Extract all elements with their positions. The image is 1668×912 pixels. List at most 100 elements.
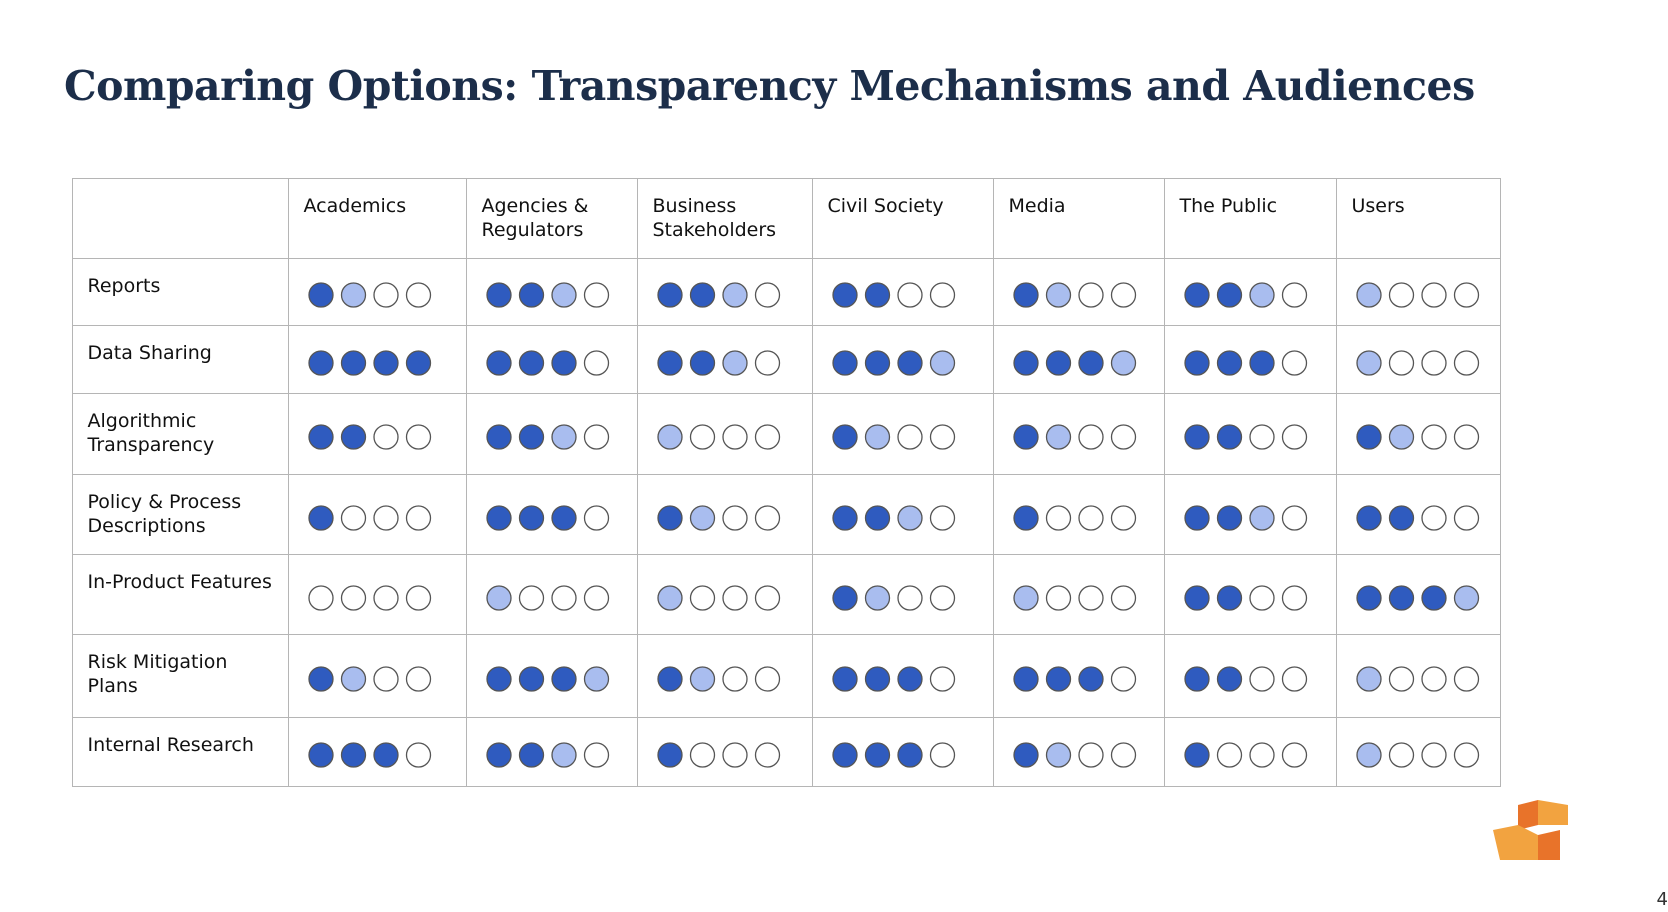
- rating-dot: [896, 282, 923, 308]
- rating-dot: [1077, 584, 1104, 611]
- table-cell: [1335, 633, 1501, 718]
- column-header: Media: [1008, 194, 1066, 217]
- rating-dot: [1388, 424, 1414, 450]
- rating-dot: [689, 742, 715, 768]
- rating-dot: [1110, 742, 1136, 768]
- rating-dot: [583, 584, 609, 611]
- rating: [1012, 349, 1136, 376]
- rating: [831, 742, 955, 768]
- rating: [307, 504, 431, 531]
- table-cell: [1335, 392, 1501, 475]
- rating: [1355, 666, 1479, 692]
- rating-dot: [518, 666, 544, 692]
- rating: [1183, 349, 1307, 376]
- rating: [656, 282, 780, 308]
- rating-dot: [1110, 349, 1136, 376]
- rating-dot: [1012, 742, 1039, 768]
- rating: [485, 504, 609, 531]
- rating: [1012, 666, 1136, 692]
- rating-dot: [405, 666, 431, 692]
- rating-dot: [1183, 282, 1210, 308]
- rating-dot: [372, 282, 399, 308]
- table-cell: [1163, 553, 1337, 635]
- rating-dot: [583, 349, 609, 376]
- rating-dot: [340, 504, 366, 531]
- rating-dot: [896, 584, 923, 611]
- table-cell: Risk Mitigation Plans: [71, 633, 289, 718]
- table-cell: [636, 633, 813, 718]
- table-cell: [465, 473, 638, 555]
- rating: [485, 584, 609, 611]
- column-header: The Public: [1179, 194, 1278, 217]
- rating: [1012, 424, 1136, 450]
- table-cell: [992, 324, 1165, 394]
- rating-dot: [1453, 504, 1479, 531]
- table-cell: [1163, 324, 1337, 394]
- rating-dot: [1388, 742, 1414, 768]
- table-cell: [636, 473, 813, 555]
- rating-dot: [1012, 584, 1039, 611]
- rating-dot: [1077, 666, 1104, 692]
- rating-dot: [1453, 424, 1479, 450]
- rating-dot: [405, 504, 431, 531]
- rating-dot: [340, 349, 366, 376]
- rating-dot: [864, 424, 890, 450]
- row-label: Policy & Process Descriptions: [87, 490, 242, 537]
- rating-dot: [340, 742, 366, 768]
- table-cell: [71, 177, 289, 259]
- rating-dot: [1453, 742, 1479, 768]
- table-cell: [811, 257, 994, 326]
- table-cell: [636, 324, 813, 394]
- rating-dot: [307, 349, 334, 376]
- rating-dot: [864, 666, 890, 692]
- rating-dot: [1248, 504, 1275, 531]
- rating-dot: [583, 504, 609, 531]
- rating-dot: [1077, 424, 1104, 450]
- table-cell: [287, 553, 467, 635]
- rating-dot: [754, 349, 780, 376]
- table-cell: Media: [992, 177, 1165, 259]
- rating-dot: [721, 666, 748, 692]
- rating-dot: [689, 504, 715, 531]
- rating-dot: [896, 349, 923, 376]
- row-label: In-Product Features: [87, 570, 272, 593]
- rating-dot: [656, 504, 683, 531]
- rating-dot: [1281, 349, 1307, 376]
- rating: [831, 504, 955, 531]
- rating: [1183, 666, 1307, 692]
- rating-dot: [1420, 666, 1447, 692]
- rating-dot: [1248, 349, 1275, 376]
- table-cell: [287, 257, 467, 326]
- rating: [831, 424, 955, 450]
- rating-dot: [689, 424, 715, 450]
- rating-dot: [1453, 282, 1479, 308]
- table-cell: [287, 324, 467, 394]
- rating: [1183, 504, 1307, 531]
- rating-dot: [689, 349, 715, 376]
- table-cell: [636, 553, 813, 635]
- rating-dot: [831, 349, 858, 376]
- table-cell: [1163, 392, 1337, 475]
- rating-dot: [307, 742, 334, 768]
- rating-dot: [1110, 504, 1136, 531]
- row-label: Risk Mitigation Plans: [87, 650, 228, 697]
- rating-dot: [929, 282, 955, 308]
- rating: [307, 282, 431, 308]
- rating-dot: [405, 584, 431, 611]
- table-cell: Algorithmic Transparency: [71, 392, 289, 475]
- column-header: Civil Society: [827, 194, 944, 217]
- rating-dot: [754, 742, 780, 768]
- table-cell: [1163, 257, 1337, 326]
- rating-dot: [1183, 424, 1210, 450]
- table-cell: [287, 716, 467, 787]
- table-cell: [811, 392, 994, 475]
- rating-dot: [518, 282, 544, 308]
- rating-dot: [583, 424, 609, 450]
- table-cell: [992, 553, 1165, 635]
- rating-dot: [1216, 666, 1242, 692]
- rating: [656, 504, 780, 531]
- rating-dot: [1012, 349, 1039, 376]
- rating: [656, 742, 780, 768]
